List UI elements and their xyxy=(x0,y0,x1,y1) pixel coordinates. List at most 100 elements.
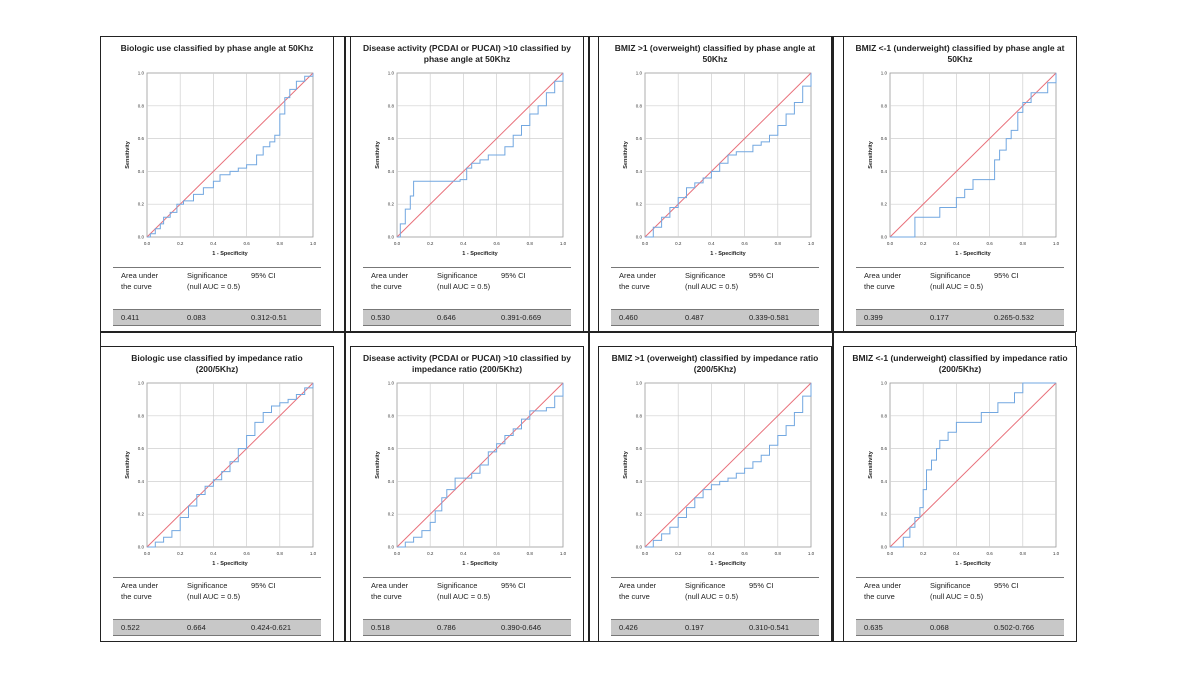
table-rule xyxy=(113,577,321,578)
x-tick-label: 0.8 xyxy=(527,241,534,246)
chart-title: BMIZ <-1 (underweight) classified by imp… xyxy=(852,353,1068,374)
table-rule xyxy=(611,577,819,578)
y-tick-label: 0.6 xyxy=(388,446,395,451)
y-tick-label: 0.6 xyxy=(138,446,145,451)
y-tick-label: 1.0 xyxy=(388,71,395,76)
y-tick-label: 0.8 xyxy=(138,103,145,108)
x-tick-label: 0.2 xyxy=(177,551,184,556)
plot-area xyxy=(396,382,564,548)
y-tick-label: 0.8 xyxy=(636,103,643,108)
y-axis-label: Sensitivity xyxy=(125,140,131,168)
ci-value: 0.502-0.766 xyxy=(994,623,1035,632)
significance-value: 0.068 xyxy=(930,623,949,632)
x-tick-label: 0.4 xyxy=(708,241,715,246)
chart-title: BMIZ <-1 (underweight) classified by pha… xyxy=(855,43,1065,64)
y-tick-label: 0.2 xyxy=(881,202,888,207)
x-tick-label: 1.0 xyxy=(1053,551,1060,556)
ci-header: 95% CI xyxy=(994,581,1019,590)
stats-table-row: 0.530 0.646 0.391-0.669 xyxy=(363,309,571,326)
x-tick-label: 1.0 xyxy=(808,551,815,556)
significance-value: 0.786 xyxy=(437,623,456,632)
x-tick-label: 0.4 xyxy=(460,551,467,556)
x-tick-label: 0.4 xyxy=(460,241,467,246)
roc-plot: 0.00.0 0.2 0.2 0.4 0.4 0.6 0.6 0.8 0.8 1.0 1.0 1 - … xyxy=(623,71,815,258)
ci-header: 95% CI xyxy=(749,271,774,280)
x-tick-label: 0.6 xyxy=(493,241,500,246)
roc-curve xyxy=(147,73,314,238)
plot-area xyxy=(889,72,1057,238)
stats-table-row: 0.411 0.083 0.312-0.51 xyxy=(113,309,321,326)
y-tick-label: 0.6 xyxy=(881,446,888,451)
y-tick-label: 0.6 xyxy=(138,136,145,141)
significance-header: Significance (null AUC = 0.5) xyxy=(187,271,241,291)
plot-area xyxy=(146,382,314,548)
auc-header: Area under the curve xyxy=(619,581,657,601)
significance-value: 0.197 xyxy=(685,623,704,632)
roc-plot: 0.00.0 0.2 0.2 0.4 0.4 0.6 0.6 0.8 0.8 1.0 1.0 1 - … xyxy=(375,381,567,568)
ci-header: 95% CI xyxy=(994,271,1019,280)
auc-value: 0.635 xyxy=(864,623,883,632)
table-rule xyxy=(113,267,321,268)
x-tick-label: 1.0 xyxy=(1053,241,1060,246)
reference-line xyxy=(396,72,564,238)
y-tick-label: 0.0 xyxy=(636,545,643,550)
x-tick-label: 0.0 xyxy=(642,551,649,556)
plot-area xyxy=(644,382,812,548)
table-rule xyxy=(856,577,1064,578)
significance-header: Significance (null AUC = 0.5) xyxy=(685,581,739,601)
roc-plot: 0.00.0 0.2 0.2 0.4 0.4 0.6 0.6 0.8 0.8 1.0 1.0 1 - … xyxy=(868,71,1060,258)
y-tick-label: 0.4 xyxy=(636,479,643,484)
significance-header: Significance (null AUC = 0.5) xyxy=(187,581,241,601)
plot-area xyxy=(396,72,564,238)
x-tick-label: 0.0 xyxy=(887,241,894,246)
y-tick-label: 1.0 xyxy=(138,71,145,76)
x-tick-label: 0.8 xyxy=(775,551,782,556)
y-tick-label: 0.6 xyxy=(636,136,643,141)
y-tick-label: 0.2 xyxy=(388,202,395,207)
stats-table-row: 0.518 0.786 0.390-0.646 xyxy=(363,619,571,636)
significance-header: Significance (null AUC = 0.5) xyxy=(437,271,491,291)
y-tick-label: 0.4 xyxy=(388,169,395,174)
chart-panel: Biologic use classified by phase angle a… xyxy=(100,36,334,332)
x-tick-label: 0.8 xyxy=(1020,241,1027,246)
x-tick-label: 0.2 xyxy=(177,241,184,246)
y-tick-label: 0.2 xyxy=(636,512,643,517)
x-tick-label: 0.6 xyxy=(741,551,748,556)
y-tick-label: 0.4 xyxy=(881,479,888,484)
significance-header: Significance (null AUC = 0.5) xyxy=(930,271,984,291)
x-tick-label: 1.0 xyxy=(310,241,317,246)
stats-table-row: 0.460 0.487 0.339-0.581 xyxy=(611,309,819,326)
y-tick-label: 0.8 xyxy=(388,103,395,108)
x-tick-label: 0.2 xyxy=(920,551,927,556)
y-tick-label: 0.6 xyxy=(881,136,888,141)
x-tick-label: 1.0 xyxy=(808,241,815,246)
y-tick-label: 0.2 xyxy=(881,512,888,517)
y-tick-label: 0.6 xyxy=(636,446,643,451)
y-axis-label: Sensitivity xyxy=(125,450,131,478)
chart-panel: Biologic use classified by impedance rat… xyxy=(100,346,334,642)
x-tick-label: 0.6 xyxy=(493,551,500,556)
y-tick-label: 0.2 xyxy=(388,512,395,517)
auc-value: 0.411 xyxy=(121,313,140,322)
ci-value: 0.390-0.646 xyxy=(501,623,542,632)
y-tick-label: 0.2 xyxy=(636,202,643,207)
y-tick-label: 0.4 xyxy=(138,479,145,484)
significance-value: 0.177 xyxy=(930,313,949,322)
auc-value: 0.426 xyxy=(619,623,638,632)
x-tick-label: 1.0 xyxy=(560,241,567,246)
plot-area xyxy=(146,72,314,238)
ci-header: 95% CI xyxy=(501,271,526,280)
ci-value: 0.391-0.669 xyxy=(501,313,542,322)
y-tick-label: 0.4 xyxy=(881,169,888,174)
reference-line xyxy=(889,72,1057,238)
ci-value: 0.310-0.541 xyxy=(749,623,790,632)
divider xyxy=(832,37,834,641)
auc-value: 0.460 xyxy=(619,313,638,322)
y-tick-label: 0.0 xyxy=(636,235,643,240)
roc-plot: 0.00.0 0.2 0.2 0.4 0.4 0.6 0.6 0.8 0.8 1.0 1.0 1 - … xyxy=(868,381,1060,568)
roc-curve xyxy=(645,73,812,238)
x-tick-label: 0.6 xyxy=(986,241,993,246)
divider xyxy=(344,37,346,641)
significance-header: Significance (null AUC = 0.5) xyxy=(437,581,491,601)
ci-header: 95% CI xyxy=(749,581,774,590)
